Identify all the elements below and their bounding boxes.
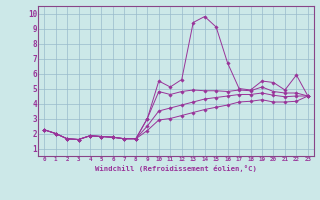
X-axis label: Windchill (Refroidissement éolien,°C): Windchill (Refroidissement éolien,°C)	[95, 165, 257, 172]
